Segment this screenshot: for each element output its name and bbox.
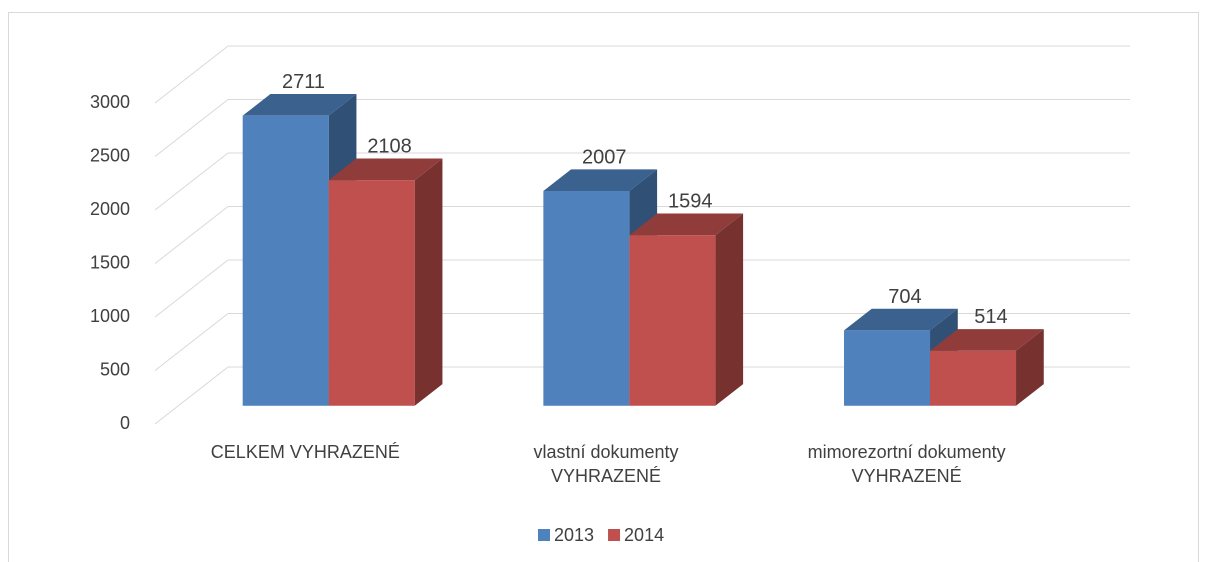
value-label: 2711	[282, 71, 325, 93]
value-label: 514	[974, 306, 1007, 328]
bar-top	[629, 213, 744, 236]
grid-line-side	[154, 366, 229, 425]
legend-label: 2014	[624, 525, 664, 545]
bar-side	[1016, 329, 1044, 406]
x-tick-label: mimorezortní dokumenty VYHRAZENÉ	[807, 442, 1006, 486]
value-label: 2108	[367, 136, 412, 158]
y-tick-label: 3000	[90, 92, 130, 112]
x-tick-label: vlastní dokumenty VYHRAZENÉ	[533, 442, 679, 486]
bar-top	[844, 308, 958, 331]
bar	[930, 350, 1017, 406]
bar-side	[715, 213, 744, 406]
bar	[543, 191, 630, 406]
grid-line-side	[154, 99, 229, 157]
bar	[242, 115, 329, 406]
chart-border	[8, 12, 1199, 562]
y-tick-label: 1000	[90, 306, 130, 326]
y-tick-label: 1500	[90, 252, 130, 272]
grid-line-side	[154, 259, 229, 318]
bar	[844, 330, 931, 406]
x-tick-label: CELKEM VYHRAZENÉ	[210, 442, 400, 462]
bar-top	[242, 94, 357, 116]
y-tick-label: 2500	[90, 145, 130, 165]
bar-top	[328, 158, 443, 181]
grid-line-side	[154, 313, 229, 371]
legend-label: 2013	[554, 525, 594, 545]
bar	[629, 235, 716, 406]
grid-line-side	[154, 152, 229, 211]
value-label: 1594	[668, 191, 713, 213]
value-label: 2007	[582, 146, 627, 168]
grid-line-side	[154, 206, 229, 264]
bar-top	[543, 169, 658, 192]
bar-top	[930, 329, 1044, 351]
legend-swatch	[538, 529, 550, 541]
y-tick-label: 0	[120, 413, 130, 433]
value-label: 704	[888, 286, 921, 308]
grid-line-side	[154, 45, 229, 104]
legend-swatch	[608, 529, 621, 541]
y-tick-label: 500	[100, 359, 130, 379]
bar	[328, 180, 415, 406]
bar-side	[414, 158, 443, 406]
y-tick-label: 2000	[90, 199, 130, 219]
